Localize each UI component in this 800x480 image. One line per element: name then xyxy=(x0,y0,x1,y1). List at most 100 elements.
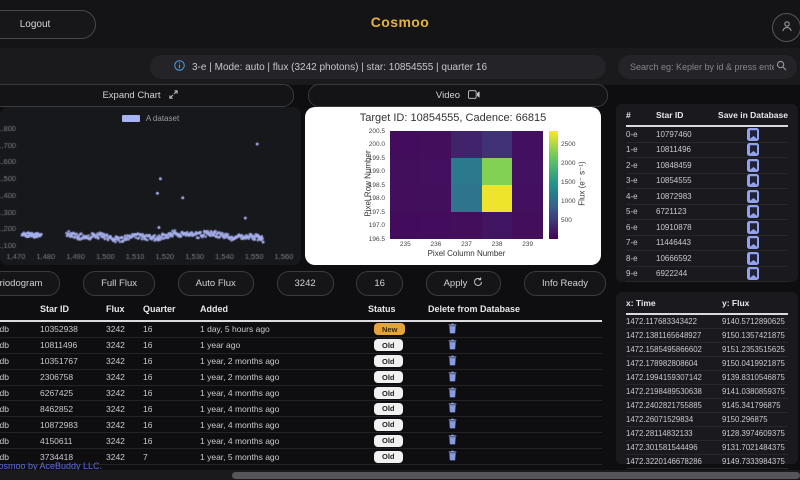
search-input[interactable] xyxy=(628,61,776,73)
trash-icon[interactable] xyxy=(448,418,457,429)
xy-table-row: 1472.2198489530638 9141.0380859375 xyxy=(626,385,788,399)
periodogram-button[interactable]: Periodogram xyxy=(0,271,61,296)
lightcurve-canvas[interactable] xyxy=(0,107,301,265)
star-col-index: # xyxy=(626,110,631,120)
bookmark-icon[interactable] xyxy=(747,236,759,250)
database-table-row: 0-db 10352938 3242 16 1 day, 5 hours ago New xyxy=(0,322,602,338)
db-row-quarter: 16 xyxy=(143,324,153,335)
heatmap-xtick: 238 xyxy=(491,241,503,248)
heatmap-xtick: 235 xyxy=(399,241,411,248)
xy-row-flux: 9150.0419921875 xyxy=(722,359,785,368)
bookmark-icon[interactable] xyxy=(747,143,759,157)
colorbar xyxy=(549,131,558,239)
colorbar-tick: 1500 xyxy=(561,178,576,186)
xy-row-time: 1472.26071529834 xyxy=(626,415,694,424)
xy-row-flux: 9131.7021484375 xyxy=(722,443,785,452)
xy-table-row: 1472.2402821755885 9145.341796875 xyxy=(626,399,788,413)
database-table-row: 6-db 10872983 3242 16 1 year, 4 months ago Ol… xyxy=(0,417,602,434)
trash-icon[interactable] xyxy=(448,450,457,461)
bookmark-icon[interactable] xyxy=(747,267,759,281)
trash-icon[interactable] xyxy=(448,434,457,445)
heatmap-cell xyxy=(390,212,421,239)
heatmap-ylabel: Pixel Row Number xyxy=(363,150,373,217)
trash-icon[interactable] xyxy=(448,402,457,413)
search-icon[interactable] xyxy=(776,58,787,76)
heatmap-cell xyxy=(512,158,543,185)
trash-icon[interactable] xyxy=(448,387,457,398)
star-row-id: 6922244 xyxy=(656,269,688,279)
xy-row-flux: 9150.1357421875 xyxy=(722,331,785,340)
db-col-quarter: Quarter xyxy=(143,304,176,314)
trash-icon[interactable] xyxy=(448,355,457,366)
lightcurve-chart-panel[interactable]: A dataset xyxy=(0,107,301,265)
star-row-id: 6721123 xyxy=(656,207,687,217)
xy-table-row: 1472.301581544496 9131.7021484375 xyxy=(626,441,788,455)
star-table-row: 7-e 11446443 xyxy=(626,236,788,251)
video-button[interactable]: Video xyxy=(308,84,608,107)
bookmark-icon[interactable] xyxy=(747,205,759,219)
db-row-added: 1 year, 5 months ago xyxy=(200,451,280,462)
heatmap-cell xyxy=(420,212,452,239)
bookmark-icon[interactable] xyxy=(747,127,759,141)
db-row-quarter: 16 xyxy=(143,388,153,398)
database-table-row: 1-db 10811496 3242 16 1 year ago Old xyxy=(0,338,602,354)
selection-summary-text: 3-e | Mode: auto | flux (3242 photons) |… xyxy=(192,61,488,73)
heatmap-cell xyxy=(390,185,421,212)
colorbar-tick: 500 xyxy=(561,216,572,224)
star-row-id: 10666592 xyxy=(656,253,692,263)
bookmark-icon[interactable] xyxy=(747,189,759,203)
heatmap-title: Target ID: 10854555, Cadence: 66815 xyxy=(359,112,547,124)
heatmap-xtick: 236 xyxy=(430,241,442,248)
heatmap-grid xyxy=(390,131,543,239)
star-row-id: 10848459 xyxy=(656,160,692,170)
trash-icon[interactable] xyxy=(448,371,457,382)
star-table-row: 5-e 6721123 xyxy=(626,205,788,220)
database-table-row: 4-db 6267425 3242 16 1 year, 4 months ago Old xyxy=(0,386,602,402)
bookmark-icon[interactable] xyxy=(747,220,759,234)
xy-row-flux: 9145.341796875 xyxy=(722,401,781,410)
footer-credit-link[interactable]: Cosmoo by AceBuddy LLC. xyxy=(0,461,103,471)
db-row-quarter: 16 xyxy=(143,419,153,430)
auto-flux-button[interactable]: Auto Flux xyxy=(177,271,254,296)
xy-row-flux: 9140.5712890625 xyxy=(722,317,785,326)
apply-button[interactable]: Apply xyxy=(425,271,502,296)
status-badge: Old xyxy=(374,371,403,384)
refresh-icon xyxy=(473,277,483,290)
trash-icon[interactable] xyxy=(448,323,457,334)
xy-row-flux: 9151.2353515625 xyxy=(722,345,785,354)
star-row-id: 11446443 xyxy=(656,238,691,248)
quarter-value-button[interactable]: 16 xyxy=(356,271,403,296)
xy-row-flux: 9139.8310546875 xyxy=(722,373,785,382)
expand-chart-button[interactable]: Expand Chart xyxy=(0,84,294,107)
star-row-id: 10797460 xyxy=(656,129,692,139)
logout-button[interactable]: Logout xyxy=(0,10,96,39)
db-col-added: Added xyxy=(200,304,228,314)
db-row-star: 10352938 xyxy=(40,324,78,335)
xy-row-time: 1472.28114832133 xyxy=(626,429,693,438)
top-navbar: Logout Cosmoo xyxy=(0,0,800,48)
horizontal-scrollbar-thumb[interactable] xyxy=(232,472,800,479)
expand-chart-label: Expand Chart xyxy=(102,90,161,101)
bookmark-icon[interactable] xyxy=(747,174,759,188)
bookmark-icon[interactable] xyxy=(747,158,759,172)
db-row-flux: 3242 xyxy=(106,403,125,414)
flux-value-button[interactable]: 3242 xyxy=(276,271,334,296)
xy-table-row: 1472.1585495866602 9151.2353515625 xyxy=(626,343,788,357)
xy-row-flux: 9149.7333984375 xyxy=(722,457,785,466)
db-row-star: 10811496 xyxy=(40,340,78,351)
trash-icon[interactable] xyxy=(448,339,457,350)
user-profile-button[interactable] xyxy=(772,13,800,42)
database-table: # Star ID Flux Quarter Added Status Dele… xyxy=(0,300,602,466)
bookmark-icon[interactable] xyxy=(747,251,759,265)
star-row-index: 4-e xyxy=(626,191,638,201)
star-list-panel: # Star ID Save in Database 0-e 10797460 1-… xyxy=(616,104,798,282)
full-flux-button[interactable]: Full Flux xyxy=(83,271,155,296)
xy-table-row: 1472.178982808604 9150.0419921875 xyxy=(626,357,788,371)
info-ready-button[interactable]: Info Ready xyxy=(524,271,606,296)
heatmap-cell xyxy=(420,158,452,185)
db-row-flux: 3242 xyxy=(106,419,125,430)
info-ready-label: Info Ready xyxy=(542,278,588,289)
status-badge: Old xyxy=(374,339,403,352)
heatmap-cell xyxy=(481,131,513,158)
